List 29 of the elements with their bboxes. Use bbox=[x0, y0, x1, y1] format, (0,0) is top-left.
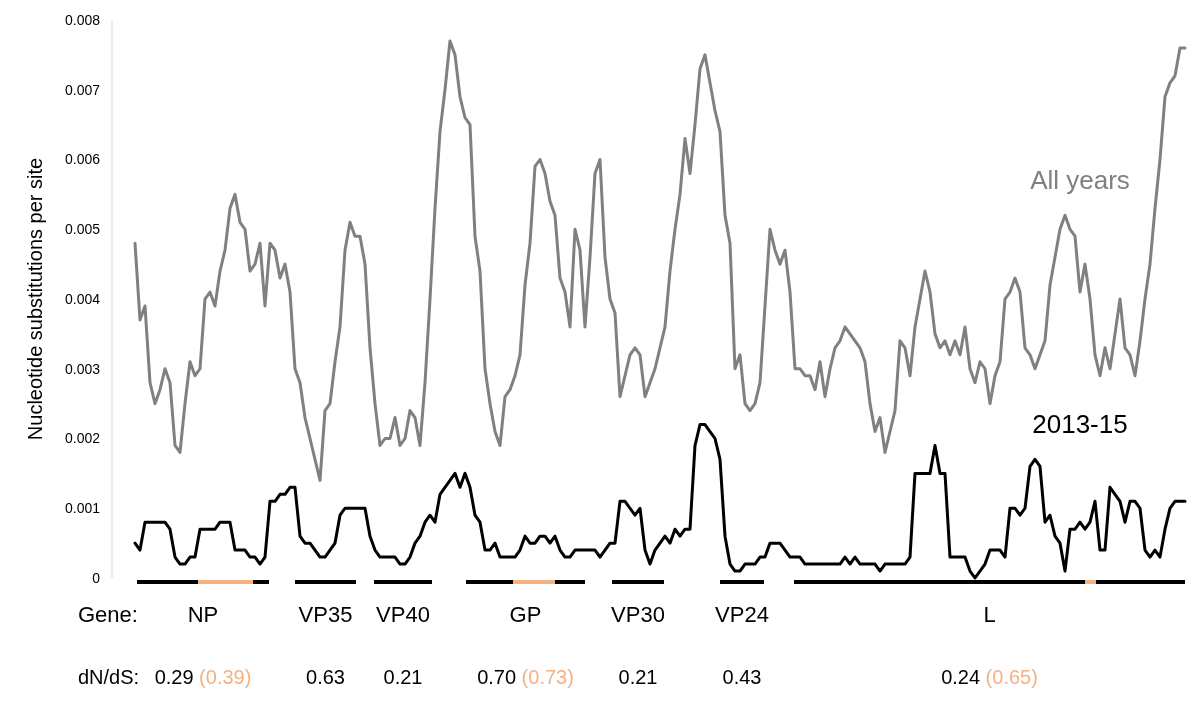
text: 0.21 bbox=[383, 666, 423, 688]
text: VP24 bbox=[715, 602, 769, 627]
series-label: All years bbox=[1030, 165, 1130, 196]
y-tick-label: 0.007 bbox=[64, 81, 101, 98]
y-tick-label: 0.003 bbox=[64, 360, 101, 377]
text: VP40 bbox=[376, 602, 430, 627]
y-tick-label: 0.004 bbox=[64, 290, 101, 307]
text: 0.43 bbox=[722, 666, 762, 688]
text: 0.29 (0.39) bbox=[154, 666, 252, 688]
text: 0.63 bbox=[306, 666, 345, 688]
text: GP bbox=[509, 602, 542, 627]
series-label: 2013-15 bbox=[1032, 409, 1128, 440]
line-series bbox=[133, 39, 1187, 482]
text: NP bbox=[187, 602, 219, 627]
text: VP35 bbox=[298, 602, 353, 627]
text: VP30 bbox=[611, 602, 665, 627]
y-tick-label: 0.002 bbox=[64, 430, 101, 447]
y-tick-label: 0.006 bbox=[64, 151, 101, 168]
y-tick-label: 0.008 bbox=[64, 11, 101, 28]
text: 0.21 bbox=[618, 666, 658, 688]
text: Gene: bbox=[78, 602, 138, 627]
y-tick-label: 0.005 bbox=[64, 221, 101, 238]
text: 0.70 (0.73) bbox=[477, 666, 574, 688]
text: L bbox=[983, 602, 996, 627]
y-axis-title: Nucleotide substitutions per site bbox=[24, 157, 46, 441]
y-tick-label: 0 bbox=[92, 569, 101, 586]
text: 0.24 (0.65) bbox=[941, 666, 1038, 688]
text: dN/dS: bbox=[78, 666, 140, 688]
y-tick-label: 0.001 bbox=[64, 500, 101, 517]
